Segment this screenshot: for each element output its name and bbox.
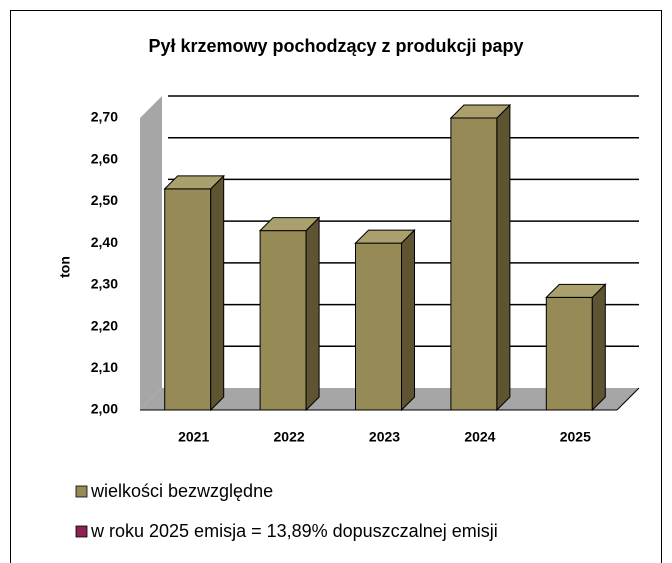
x-tick-label: 2025 (560, 429, 591, 445)
y-tick-label: 2,00 (91, 401, 118, 417)
y-tick-label: 2,30 (91, 276, 118, 292)
bar-front (259, 230, 307, 411)
bar (354, 228, 416, 412)
bar-front (545, 296, 593, 411)
bar (545, 283, 607, 412)
bar-front (355, 242, 402, 411)
y-tick-label: 2,50 (91, 192, 118, 208)
legend-swatch (75, 485, 88, 498)
legend-swatch (75, 525, 88, 538)
legend-label: wielkości bezwzględne (90, 481, 273, 501)
bar (449, 103, 512, 412)
x-tick-label: 2021 (178, 429, 209, 445)
bar (163, 174, 225, 412)
y-tick-label: 2,10 (91, 359, 118, 375)
bar-side (496, 103, 511, 412)
bar-side (401, 228, 415, 412)
bar-side (305, 216, 320, 412)
y-tick-label: 2,60 (91, 150, 118, 166)
x-tick-label: 2023 (369, 429, 400, 445)
bar-front (164, 188, 212, 411)
y-tick-label: 2,20 (91, 317, 118, 333)
bar-top (258, 217, 321, 232)
bar (258, 216, 321, 412)
legend-label: w roku 2025 emisja = 13,89% dopuszczalne… (90, 521, 498, 541)
side-wall (140, 96, 162, 410)
bar-side (210, 174, 225, 412)
y-tick-label: 2,40 (91, 234, 118, 250)
chart-frame (10, 10, 662, 563)
bar-front (450, 117, 498, 411)
bar-side (591, 283, 606, 412)
floor-edge (616, 387, 640, 411)
bar-top (545, 283, 607, 298)
x-tick-label: 2024 (464, 429, 495, 445)
bar-top (163, 175, 225, 190)
x-tick-label: 2022 (274, 429, 305, 445)
bar-top (449, 104, 512, 119)
bar-top (354, 229, 416, 244)
y-tick-label: 2,70 (91, 109, 118, 125)
chart-title: Pył krzemowy pochodzący z produkcji papy (148, 36, 523, 56)
y-axis-label: ton (57, 256, 73, 278)
